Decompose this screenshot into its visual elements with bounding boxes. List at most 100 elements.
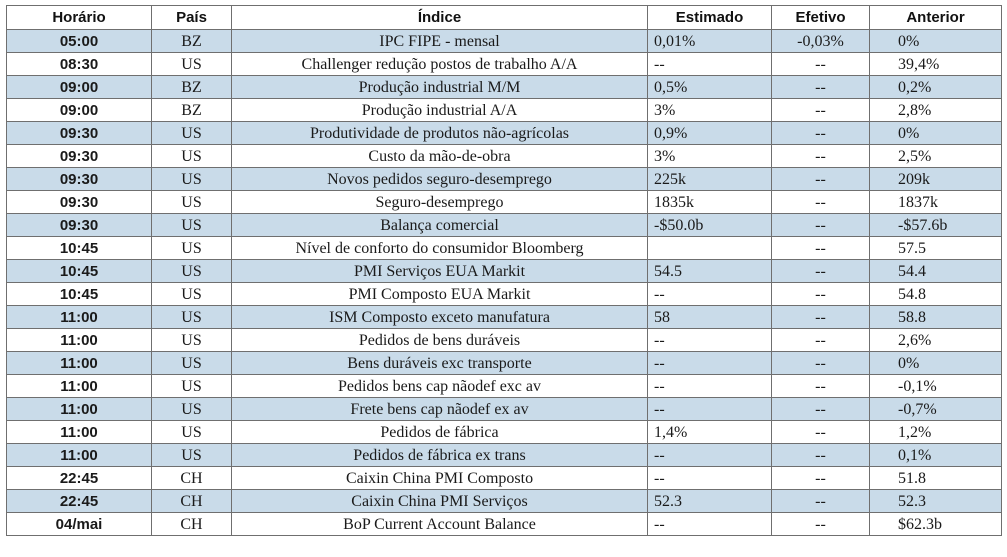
cell-estimated: 225k [647, 167, 772, 191]
cell-actual: -0,03% [771, 29, 870, 53]
cell-time: 11:00 [6, 397, 152, 421]
cell-index: Frete bens cap nãodef ex av [231, 397, 648, 421]
cell-time: 22:45 [6, 489, 152, 513]
cell-previous: 2,5% [869, 144, 1002, 168]
cell-previous: -$57.6b [869, 213, 1002, 237]
table-row: 08:30 US Challenger redução postos de trab… [6, 52, 1002, 76]
cell-previous: -0,7% [869, 397, 1002, 421]
header-estimated: Estimado [647, 5, 772, 30]
table-row: 22:45 CH Caixin China PMI Serviços 52.3 -- 52… [6, 489, 1002, 513]
cell-index: Custo da mão-de-obra [231, 144, 648, 168]
cell-time: 08:30 [6, 52, 152, 76]
cell-previous: 209k [869, 167, 1002, 191]
cell-country: US [151, 259, 232, 283]
cell-estimated: 1835k [647, 190, 772, 214]
cell-country: US [151, 443, 232, 467]
cell-time: 10:45 [6, 282, 152, 306]
cell-time: 11:00 [6, 328, 152, 352]
cell-time: 11:00 [6, 305, 152, 329]
cell-estimated: 3% [647, 98, 772, 122]
header-index: Índice [231, 5, 648, 30]
cell-actual: -- [771, 190, 870, 214]
cell-previous: 57.5 [869, 236, 1002, 260]
header-actual: Efetivo [771, 5, 870, 30]
table-row: 09:30 US Novos pedidos seguro-desemprego 22… [6, 167, 1002, 191]
cell-time: 09:30 [6, 213, 152, 237]
cell-estimated: -- [647, 282, 772, 306]
cell-previous: 52.3 [869, 489, 1002, 513]
cell-country: US [151, 305, 232, 329]
cell-estimated: -- [647, 443, 772, 467]
cell-index: Pedidos de bens duráveis [231, 328, 648, 352]
cell-index: Challenger redução postos de trabalho A/… [231, 52, 648, 76]
cell-estimated: 0,01% [647, 29, 772, 53]
cell-previous: 54.4 [869, 259, 1002, 283]
cell-previous: 0,1% [869, 443, 1002, 467]
cell-country: BZ [151, 98, 232, 122]
cell-country: CH [151, 512, 232, 536]
cell-index: Caixin China PMI Serviços [231, 489, 648, 513]
cell-previous: 54.8 [869, 282, 1002, 306]
cell-actual: -- [771, 328, 870, 352]
cell-time: 04/mai [6, 512, 152, 536]
cell-estimated: -- [647, 52, 772, 76]
cell-time: 09:30 [6, 121, 152, 145]
table-row: 11:00 US Pedidos de fábrica ex trans -- -- 0,… [6, 443, 1002, 467]
cell-actual: -- [771, 397, 870, 421]
cell-index: PMI Composto EUA Markit [231, 282, 648, 306]
cell-previous: 1837k [869, 190, 1002, 214]
header-time: Horário [6, 5, 152, 30]
table-row: 09:30 US Seguro-desemprego 1835k -- 1837k [6, 190, 1002, 214]
cell-index: BoP Current Account Balance [231, 512, 648, 536]
cell-country: US [151, 121, 232, 145]
cell-estimated: 54.5 [647, 259, 772, 283]
cell-actual: -- [771, 305, 870, 329]
cell-country: US [151, 420, 232, 444]
cell-index: Pedidos de fábrica [231, 420, 648, 444]
cell-index: Pedidos bens cap nãodef exc av [231, 374, 648, 398]
cell-index: ISM Composto exceto manufatura [231, 305, 648, 329]
cell-index: PMI Serviços EUA Markit [231, 259, 648, 283]
cell-previous: 58.8 [869, 305, 1002, 329]
cell-country: US [151, 167, 232, 191]
cell-estimated [647, 236, 772, 260]
cell-estimated: 3% [647, 144, 772, 168]
cell-country: US [151, 52, 232, 76]
cell-index: Produção industrial M/M [231, 75, 648, 99]
table-row: 09:00 BZ Produção industrial M/M 0,5% -- 0,2% [6, 75, 1002, 99]
cell-estimated: -$50.0b [647, 213, 772, 237]
cell-estimated: 0,9% [647, 121, 772, 145]
cell-estimated: -- [647, 397, 772, 421]
cell-actual: -- [771, 489, 870, 513]
cell-country: US [151, 144, 232, 168]
cell-actual: -- [771, 98, 870, 122]
cell-index: Nível de conforto do consumidor Bloomber… [231, 236, 648, 260]
cell-previous: 0% [869, 121, 1002, 145]
table-row: 22:45 CH Caixin China PMI Composto -- -- 51.8 [6, 466, 1002, 490]
cell-previous: 0% [869, 29, 1002, 53]
cell-previous: 1,2% [869, 420, 1002, 444]
cell-actual: -- [771, 374, 870, 398]
cell-estimated: 52.3 [647, 489, 772, 513]
cell-actual: -- [771, 52, 870, 76]
header-previous: Anterior [869, 5, 1002, 30]
cell-index: Produtividade de produtos não-agrícolas [231, 121, 648, 145]
table-row: 04/mai CH BoP Current Account Balance -- -- $… [6, 512, 1002, 536]
cell-actual: -- [771, 351, 870, 375]
cell-time: 09:30 [6, 190, 152, 214]
economic-calendar: Horário País Índice Estimado Efetivo Ant… [6, 5, 1002, 536]
cell-index: Balança comercial [231, 213, 648, 237]
cell-actual: -- [771, 282, 870, 306]
cell-estimated: -- [647, 466, 772, 490]
cell-time: 11:00 [6, 420, 152, 444]
table-row: 09:30 US Produtividade de produtos não-agr… [6, 121, 1002, 145]
table-row: 10:45 US PMI Composto EUA Markit -- -- 54.8 [6, 282, 1002, 306]
cell-actual: -- [771, 466, 870, 490]
cell-index: Pedidos de fábrica ex trans [231, 443, 648, 467]
cell-actual: -- [771, 144, 870, 168]
cell-time: 09:30 [6, 144, 152, 168]
cell-country: US [151, 236, 232, 260]
cell-country: US [151, 374, 232, 398]
table-row: 11:00 US Frete bens cap nãodef ex av -- -- -0… [6, 397, 1002, 421]
table-row: 11:00 US Pedidos de fábrica 1,4% -- 1,2% [6, 420, 1002, 444]
